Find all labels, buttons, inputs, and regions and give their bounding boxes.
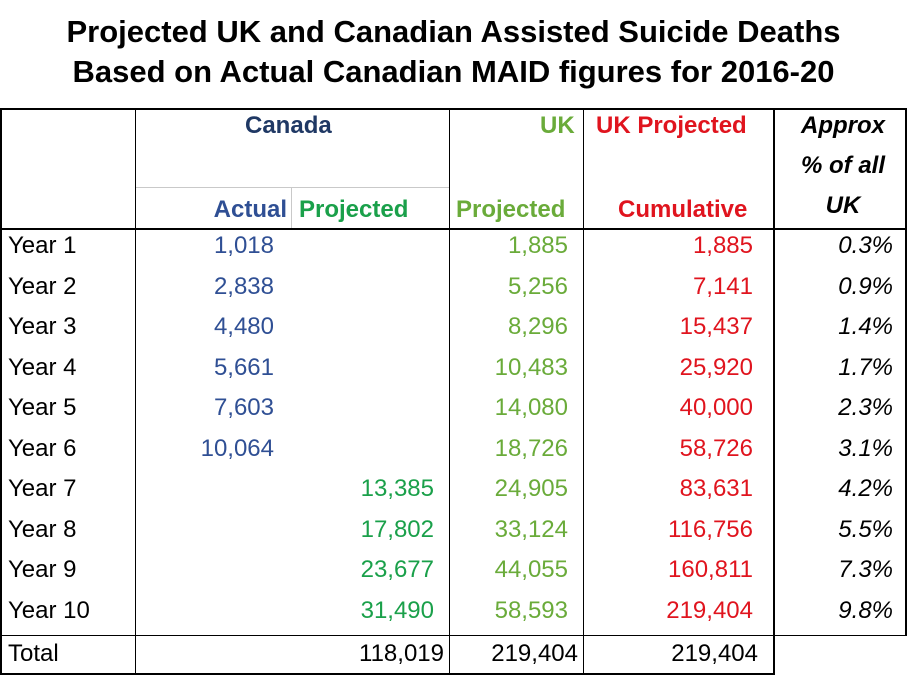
total-uk: 219,404 <box>491 640 578 667</box>
border-col-cumulative <box>773 108 775 675</box>
row-uk-projected: 44,055 <box>494 556 568 583</box>
total-projected: 118,019 <box>359 640 444 667</box>
row-uk-cumulative: 83,631 <box>679 475 753 502</box>
border-total-top <box>0 635 907 636</box>
title-line-2: Based on Actual Canadian MAID figures fo… <box>72 54 835 89</box>
row-uk-cumulative: 160,811 <box>668 556 753 583</box>
row-uk-cumulative: 15,437 <box>679 313 753 340</box>
row-uk-projected: 33,124 <box>494 516 568 543</box>
row-label: Year 4 <box>8 354 77 381</box>
row-canada-actual: 1,018 <box>213 232 274 259</box>
row-uk-projected: 10,483 <box>494 354 568 381</box>
border-top <box>0 108 907 110</box>
row-canada-projected: 17,802 <box>360 516 434 543</box>
row-label: Year 5 <box>8 394 77 421</box>
total-label: Total <box>8 640 59 667</box>
row-canada-projected: 13,385 <box>360 475 434 502</box>
header-projected: Projected <box>299 196 409 223</box>
border-col-canada <box>449 108 450 675</box>
header-approx-line2: % of all <box>800 152 885 179</box>
row-canada-projected: 31,490 <box>360 597 434 624</box>
data-table: Canada UK UK Projected Approx % of all U… <box>0 108 907 675</box>
row-canada-actual: 4,480 <box>213 313 274 340</box>
total-cumulative: 219,404 <box>671 640 758 667</box>
header-approx-line1: Approx <box>801 112 885 139</box>
row-label: Year 6 <box>8 435 77 462</box>
header-approx-line3: UK <box>825 192 861 219</box>
row-label: Year 8 <box>8 516 77 543</box>
row-canada-projected: 23,677 <box>360 556 434 583</box>
row-label: Year 2 <box>8 273 77 300</box>
row-uk-projected: 18,726 <box>494 435 568 462</box>
row-uk-cumulative: 1,885 <box>692 232 753 259</box>
row-canada-actual: 7,603 <box>213 394 274 421</box>
row-uk-projected: 24,905 <box>494 475 568 502</box>
header-uk-projected: UK Projected <box>596 112 747 139</box>
table-title: Projected UK and Canadian Assisted Suici… <box>0 0 907 108</box>
row-approx-pct: 3.1% <box>838 435 893 462</box>
row-uk-projected: 14,080 <box>494 394 568 421</box>
title-line-1: Projected UK and Canadian Assisted Suici… <box>66 14 841 49</box>
row-approx-pct: 4.2% <box>838 475 893 502</box>
header-uk: UK <box>540 112 575 139</box>
row-label: Year 1 <box>8 232 77 259</box>
row-label: Year 9 <box>8 556 77 583</box>
gridline-header-sub <box>136 187 450 188</box>
border-bottom <box>0 673 774 675</box>
border-right <box>905 108 907 635</box>
row-approx-pct: 7.3% <box>838 556 893 583</box>
row-uk-cumulative: 219,404 <box>666 597 753 624</box>
row-label: Year 3 <box>8 313 77 340</box>
row-uk-projected: 8,296 <box>507 313 568 340</box>
row-approx-pct: 9.8% <box>838 597 893 624</box>
row-uk-cumulative: 7,141 <box>692 273 753 300</box>
row-approx-pct: 0.3% <box>838 232 893 259</box>
border-header-bottom <box>0 228 907 230</box>
row-uk-cumulative: 40,000 <box>679 394 753 421</box>
row-approx-pct: 1.7% <box>838 354 893 381</box>
border-col-uk <box>583 108 584 675</box>
header-canada: Canada <box>245 112 332 139</box>
row-uk-cumulative: 116,756 <box>668 516 753 543</box>
header-cumulative: Cumulative <box>618 196 748 223</box>
row-label: Year 10 <box>8 597 90 624</box>
row-uk-cumulative: 58,726 <box>679 435 753 462</box>
row-uk-projected: 1,885 <box>507 232 568 259</box>
row-canada-actual: 2,838 <box>213 273 274 300</box>
row-uk-cumulative: 25,920 <box>679 354 753 381</box>
row-canada-actual: 10,064 <box>200 435 274 462</box>
row-approx-pct: 1.4% <box>838 313 893 340</box>
row-approx-pct: 2.3% <box>838 394 893 421</box>
row-uk-projected: 58,593 <box>494 597 568 624</box>
gridline-col-actual <box>291 188 292 228</box>
row-approx-pct: 5.5% <box>838 516 893 543</box>
row-uk-projected: 5,256 <box>507 273 568 300</box>
row-label: Year 7 <box>8 475 77 502</box>
row-approx-pct: 0.9% <box>838 273 893 300</box>
header-actual: Actual <box>213 196 287 223</box>
row-canada-actual: 5,661 <box>213 354 274 381</box>
header-uk-projected-sub: Projected <box>456 196 566 223</box>
border-col-label <box>135 108 136 675</box>
border-left <box>0 108 2 675</box>
